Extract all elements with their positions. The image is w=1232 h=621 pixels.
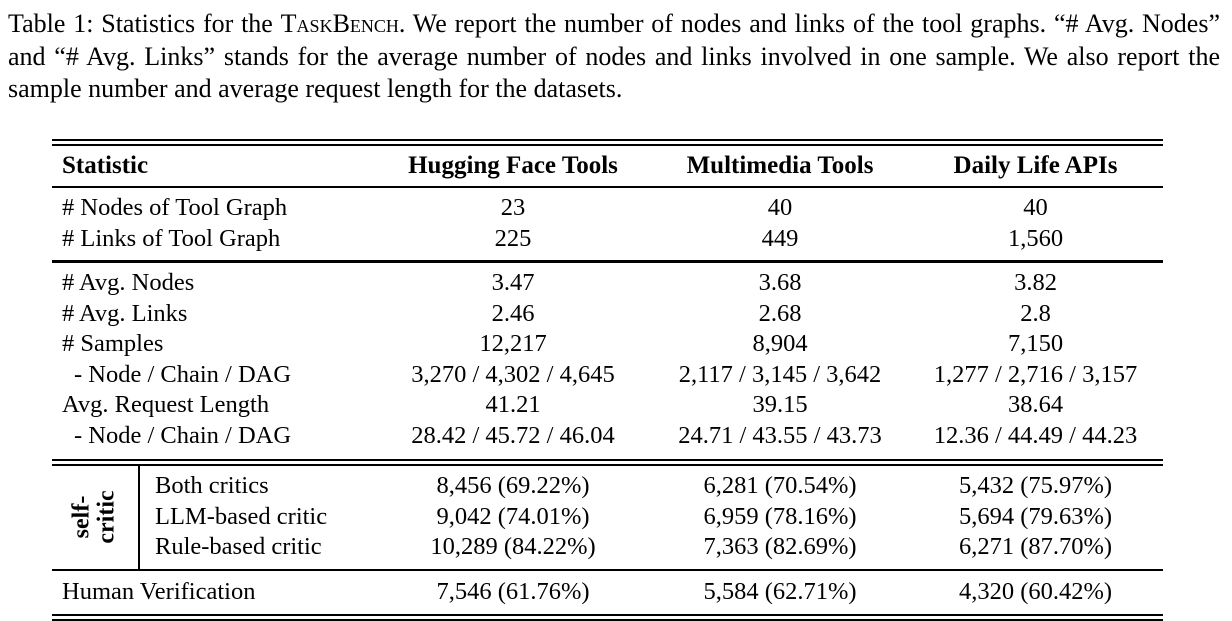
row-label: Rule-based critic <box>155 533 322 560</box>
cell-value: 6,271 (87.70%) <box>958 533 1113 560</box>
table-row: # Avg. Links 2.46 2.68 2.8 <box>52 299 1163 330</box>
cell-value: 12,217 <box>479 330 547 357</box>
row-label: Avg. Request Length <box>62 391 270 418</box>
taskbench-smallcaps: TaskBench <box>280 9 399 38</box>
self-critic-label-line1: self- <box>68 495 95 539</box>
self-critic-rows: Both critics 8,456 (69.22%) 6,281 (70.54… <box>140 466 1163 569</box>
section-human-verification: Human Verification 7,546 (61.76%) 5,584 … <box>52 571 1163 615</box>
table-row: # Samples 12,217 8,904 7,150 <box>52 329 1163 360</box>
table-row: Avg. Request Length 41.21 39.15 38.64 <box>52 390 1163 421</box>
row-label: LLM-based critic <box>155 502 328 530</box>
cell-value: 6,959 (78.16%) <box>703 502 857 530</box>
cell-value: 9,042 (74.01%) <box>436 502 590 530</box>
table-row: - Node / Chain / DAG 3,270 / 4,302 / 4,6… <box>52 360 1163 391</box>
caption-text-part2: . We report the number of nodes and link… <box>8 9 1221 103</box>
table-rule-mid-3 <box>52 568 1163 571</box>
caption-text-part1: Table 1: Statistics for the <box>8 9 281 38</box>
col-header-statistic: Statistic <box>62 152 149 179</box>
section-tool-graph: # Nodes of Tool Graph 23 40 40 # Links o… <box>52 188 1163 260</box>
section-samples: # Avg. Nodes 3.47 3.68 3.82 # Avg. Links… <box>52 263 1163 459</box>
table-row: LLM-based critic 9,042 (74.01%) 6,959 (7… <box>140 502 1163 533</box>
table-rule-under-header <box>52 186 1163 188</box>
cell-value: 2.8 <box>1020 299 1051 327</box>
table-caption: Table 1: Statistics for the TaskBench. W… <box>8 8 1220 106</box>
col-header-hugging-face-tools: Hugging Face Tools <box>408 152 618 179</box>
cell-value: 2,117 / 3,145 / 3,642 <box>678 360 882 388</box>
cell-value: 8,456 (69.22%) <box>436 472 590 499</box>
cell-value: 3.68 <box>758 269 802 296</box>
table-row: # Nodes of Tool Graph 23 40 40 <box>52 193 1163 224</box>
cell-value: 39.15 <box>752 391 808 418</box>
col-header-multimedia-tools: Multimedia Tools <box>686 152 874 179</box>
cell-value: 7,363 (82.69%) <box>703 533 857 560</box>
cell-value: 23 <box>500 194 526 221</box>
table-row: # Links of Tool Graph 225 449 1,560 <box>52 224 1163 255</box>
cell-value: 2.68 <box>758 299 802 327</box>
cell-value: 1,277 / 2,716 / 3,157 <box>933 360 1138 388</box>
row-label: - Node / Chain / DAG <box>74 421 292 449</box>
table-row: Rule-based critic 10,289 (84.22%) 7,363 … <box>140 532 1163 563</box>
cell-value: 1,560 <box>1007 224 1064 252</box>
self-critic-label-line2: critic <box>93 490 120 544</box>
self-critic-rotated-label: self- critic <box>68 490 120 544</box>
table-row: # Avg. Nodes 3.47 3.68 3.82 <box>52 268 1163 299</box>
cell-value: 6,281 (70.54%) <box>703 472 857 499</box>
row-label: Both critics <box>155 472 269 499</box>
row-label: # Nodes of Tool Graph <box>62 194 288 221</box>
row-label: Human Verification <box>62 577 256 605</box>
self-critic-rotated-label-cell: self- critic <box>52 466 140 569</box>
table-rule-bottom <box>52 614 1163 621</box>
row-label: # Avg. Links <box>62 299 188 327</box>
row-label: # Avg. Nodes <box>62 269 195 296</box>
cell-value: 2.46 <box>491 299 535 327</box>
table-rule-mid-1 <box>52 260 1163 263</box>
cell-value: 225 <box>494 224 532 252</box>
cell-value: 40 <box>1023 194 1048 221</box>
section-self-critic: self- critic Both critics 8,456 (69.22%)… <box>52 466 1163 569</box>
table-header-row: Statistic Hugging Face Tools Multimedia … <box>52 146 1163 186</box>
cell-value: 38.64 <box>1007 391 1064 418</box>
cell-value: 4,320 (60.42%) <box>958 577 1113 605</box>
cell-value: 28.42 / 45.72 / 46.04 <box>411 421 615 449</box>
col-header-daily-life-apis: Daily Life APIs <box>953 152 1118 179</box>
cell-value: 3.47 <box>491 269 535 296</box>
row-label: - Node / Chain / DAG <box>74 360 292 388</box>
cell-value: 12.36 / 44.49 / 44.23 <box>933 421 1138 449</box>
cell-value: 41.21 <box>485 391 541 418</box>
row-label: # Samples <box>62 330 164 357</box>
table-row: - Node / Chain / DAG 28.42 / 45.72 / 46.… <box>52 421 1163 452</box>
cell-value: 5,432 (75.97%) <box>958 472 1113 499</box>
cell-value: 8,904 <box>752 330 808 357</box>
cell-value: 5,584 (62.71%) <box>703 577 857 605</box>
cell-value: 10,289 (84.22%) <box>430 533 596 560</box>
row-label: # Links of Tool Graph <box>62 224 281 252</box>
table-rule-mid-2 <box>52 459 1163 466</box>
cell-value: 3.82 <box>1014 269 1057 296</box>
table-rule-top <box>52 139 1163 146</box>
cell-value: 5,694 (79.63%) <box>958 502 1113 530</box>
table-row: Human Verification 7,546 (61.76%) 5,584 … <box>52 577 1163 608</box>
cell-value: 449 <box>761 224 799 252</box>
cell-value: 40 <box>767 194 793 221</box>
statistics-table: Statistic Hugging Face Tools Multimedia … <box>52 139 1163 621</box>
table-row: Both critics 8,456 (69.22%) 6,281 (70.54… <box>140 471 1163 502</box>
cell-value: 3,270 / 4,302 / 4,645 <box>411 360 615 388</box>
cell-value: 7,150 <box>1007 330 1064 357</box>
cell-value: 7,546 (61.76%) <box>436 577 590 605</box>
cell-value: 24.71 / 43.55 / 43.73 <box>678 421 882 449</box>
